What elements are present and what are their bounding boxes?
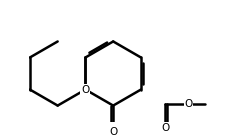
Text: O: O xyxy=(160,123,169,133)
Text: O: O xyxy=(109,127,117,137)
Text: O: O xyxy=(184,99,192,109)
Text: O: O xyxy=(81,85,89,95)
